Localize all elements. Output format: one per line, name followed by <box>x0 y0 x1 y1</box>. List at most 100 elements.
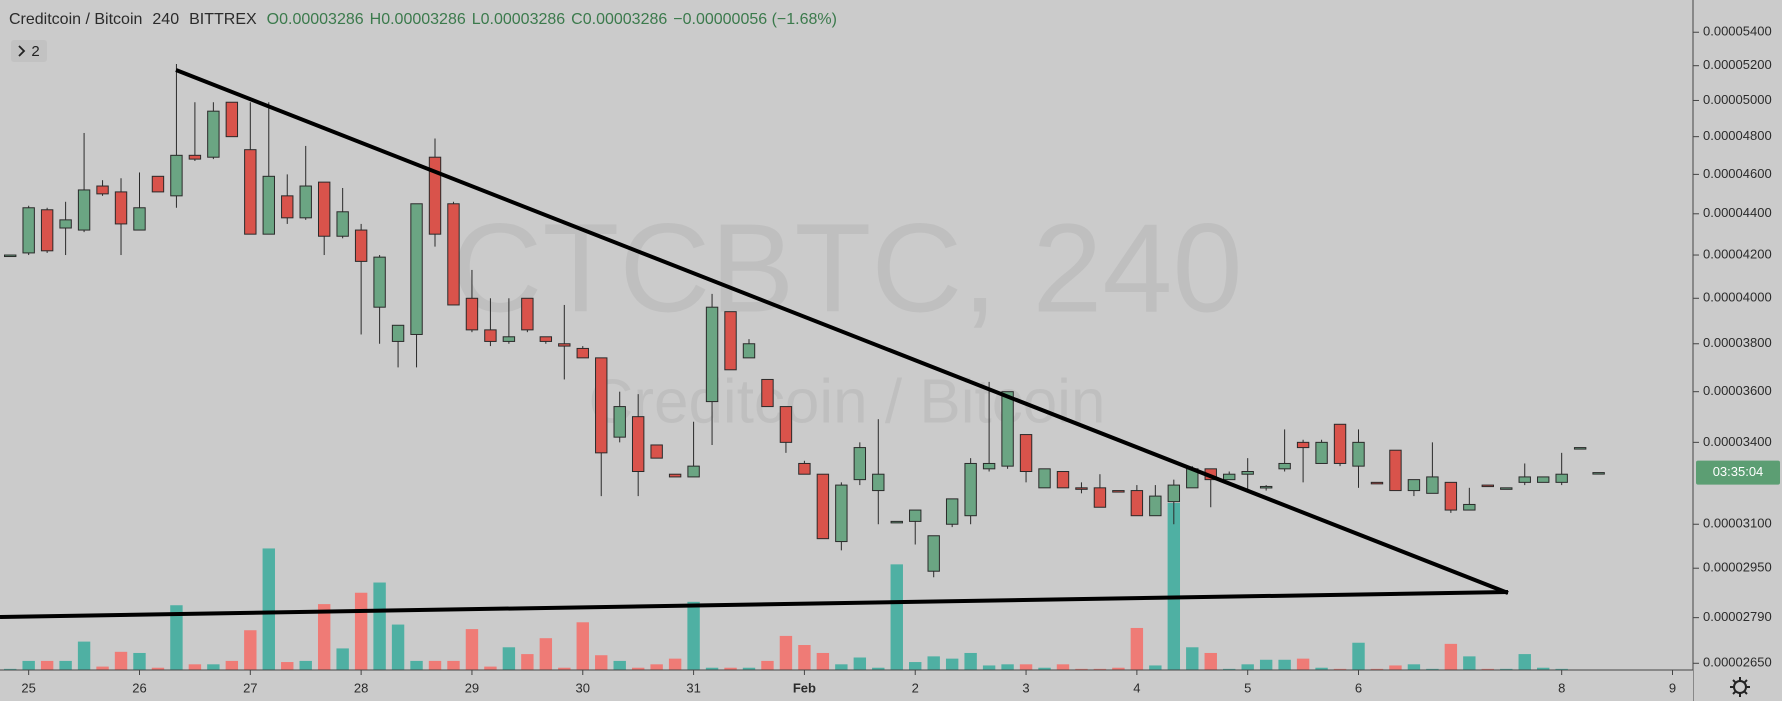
volume-bar <box>816 652 830 670</box>
volume-layer <box>4 503 1568 670</box>
volume-bar <box>502 647 516 670</box>
candle-body <box>909 509 922 522</box>
candle-body <box>1592 472 1605 475</box>
x-tick-label: 27 <box>243 680 257 695</box>
y-tick-label: 0.00005000 <box>1703 92 1772 107</box>
candle-body <box>262 175 275 235</box>
candle-body <box>484 329 497 342</box>
candle-body <box>1555 473 1568 483</box>
x-tick-label: 29 <box>465 680 479 695</box>
volume-bar <box>1426 668 1439 670</box>
candle-body <box>945 498 959 525</box>
candle-body <box>1333 423 1347 464</box>
volume-bar <box>299 660 312 670</box>
volume-bar <box>151 667 165 670</box>
candle-body <box>595 357 608 454</box>
candle-body <box>1075 487 1088 490</box>
volume-bar <box>465 629 479 670</box>
volume-bar <box>1001 664 1014 670</box>
candle-body <box>890 520 903 524</box>
candle-body <box>428 156 442 235</box>
y-tick-label: 0.00002950 <box>1703 560 1772 575</box>
candle-body <box>872 473 885 492</box>
candle-body <box>225 101 239 138</box>
candle-body <box>1259 485 1273 489</box>
volume-bar <box>484 666 497 670</box>
volume-bar <box>835 664 848 670</box>
candle-body <box>687 465 700 478</box>
volume-bar <box>613 660 626 670</box>
candle-body <box>502 336 516 342</box>
ohlc: O0.00003286 H0.00003286 L0.00003286 C0.0… <box>267 11 837 29</box>
volume-bar <box>22 660 35 670</box>
legend: Creditcoin / Bitcoin 240 BITTREX O0.0000… <box>9 11 837 29</box>
candle-body <box>336 211 349 237</box>
volume-bar <box>945 658 959 670</box>
volume-bar <box>742 667 756 670</box>
y-tick-label: 0.00003800 <box>1703 335 1772 350</box>
volume-bar <box>1075 668 1088 670</box>
high-label: H <box>369 11 382 28</box>
candle-body <box>705 306 719 403</box>
candle-body <box>244 149 257 235</box>
candle-body <box>317 181 331 237</box>
open-label: O <box>266 11 280 28</box>
x-tick-label: 8 <box>1558 680 1565 695</box>
exchange: BITTREX <box>189 11 257 28</box>
candle-body <box>650 444 663 459</box>
countdown: 03:35:04 <box>1713 464 1764 479</box>
candle-body <box>354 229 368 262</box>
volume-bar <box>1463 656 1476 670</box>
x-tick-label: 25 <box>21 680 35 695</box>
candle-body <box>1481 484 1494 488</box>
y-tick-label: 0.00005400 <box>1703 24 1772 39</box>
volume-bar <box>1130 627 1144 670</box>
candle-body <box>558 343 571 347</box>
volume-bar <box>336 648 349 670</box>
volume-bar <box>890 564 903 670</box>
volume-bar <box>1389 665 1402 670</box>
candle-body <box>964 462 977 517</box>
candle-body <box>1130 490 1144 517</box>
watermark-title: CTCBTC, 240 <box>451 197 1242 338</box>
settings-icon[interactable] <box>1730 677 1750 697</box>
volume-bar <box>1019 664 1033 670</box>
close-value: 0.00003286 <box>582 11 668 28</box>
candle-body <box>853 447 867 481</box>
volume-bar <box>595 655 608 670</box>
volume-bar <box>779 635 793 670</box>
volume-bar <box>207 664 220 670</box>
high-value: 0.00003286 <box>381 11 466 28</box>
volume-bar <box>1056 664 1070 670</box>
volume-bar <box>1444 643 1458 670</box>
candle-body <box>1112 490 1125 493</box>
candle-body <box>539 336 553 342</box>
volume-bar <box>1186 647 1199 670</box>
candle-body <box>1093 487 1107 508</box>
axis-layer: 0.00002650 0.00002790 0.00002950 0.00003100… <box>21 24 1780 695</box>
volume-bar <box>872 667 885 670</box>
volume-bar <box>1370 668 1384 670</box>
y-tick-label: 0.00003400 <box>1703 434 1772 449</box>
volume-bar <box>521 654 534 670</box>
candle-body <box>22 207 35 254</box>
volume-bar <box>373 582 386 670</box>
candle-body <box>1278 462 1291 470</box>
indicator-toggle[interactable]: 2 <box>11 40 47 62</box>
volume-bar <box>964 652 977 670</box>
candle-body <box>1573 447 1587 450</box>
candle-body <box>1038 468 1051 489</box>
y-tick-label: 0.00004400 <box>1703 205 1772 220</box>
candle-body <box>1167 484 1181 503</box>
candle-body <box>576 347 589 359</box>
volume-bar <box>281 662 294 670</box>
volume-bar <box>1241 664 1254 670</box>
volume-bar <box>705 667 719 670</box>
y-tick-label: 0.00005200 <box>1703 57 1772 72</box>
volume-bar <box>133 652 146 670</box>
time-axis <box>0 670 1693 701</box>
interval: 240 <box>152 11 180 28</box>
volume-bar <box>1112 667 1125 670</box>
volume-bar <box>1407 664 1421 670</box>
volume-bar <box>539 638 553 670</box>
